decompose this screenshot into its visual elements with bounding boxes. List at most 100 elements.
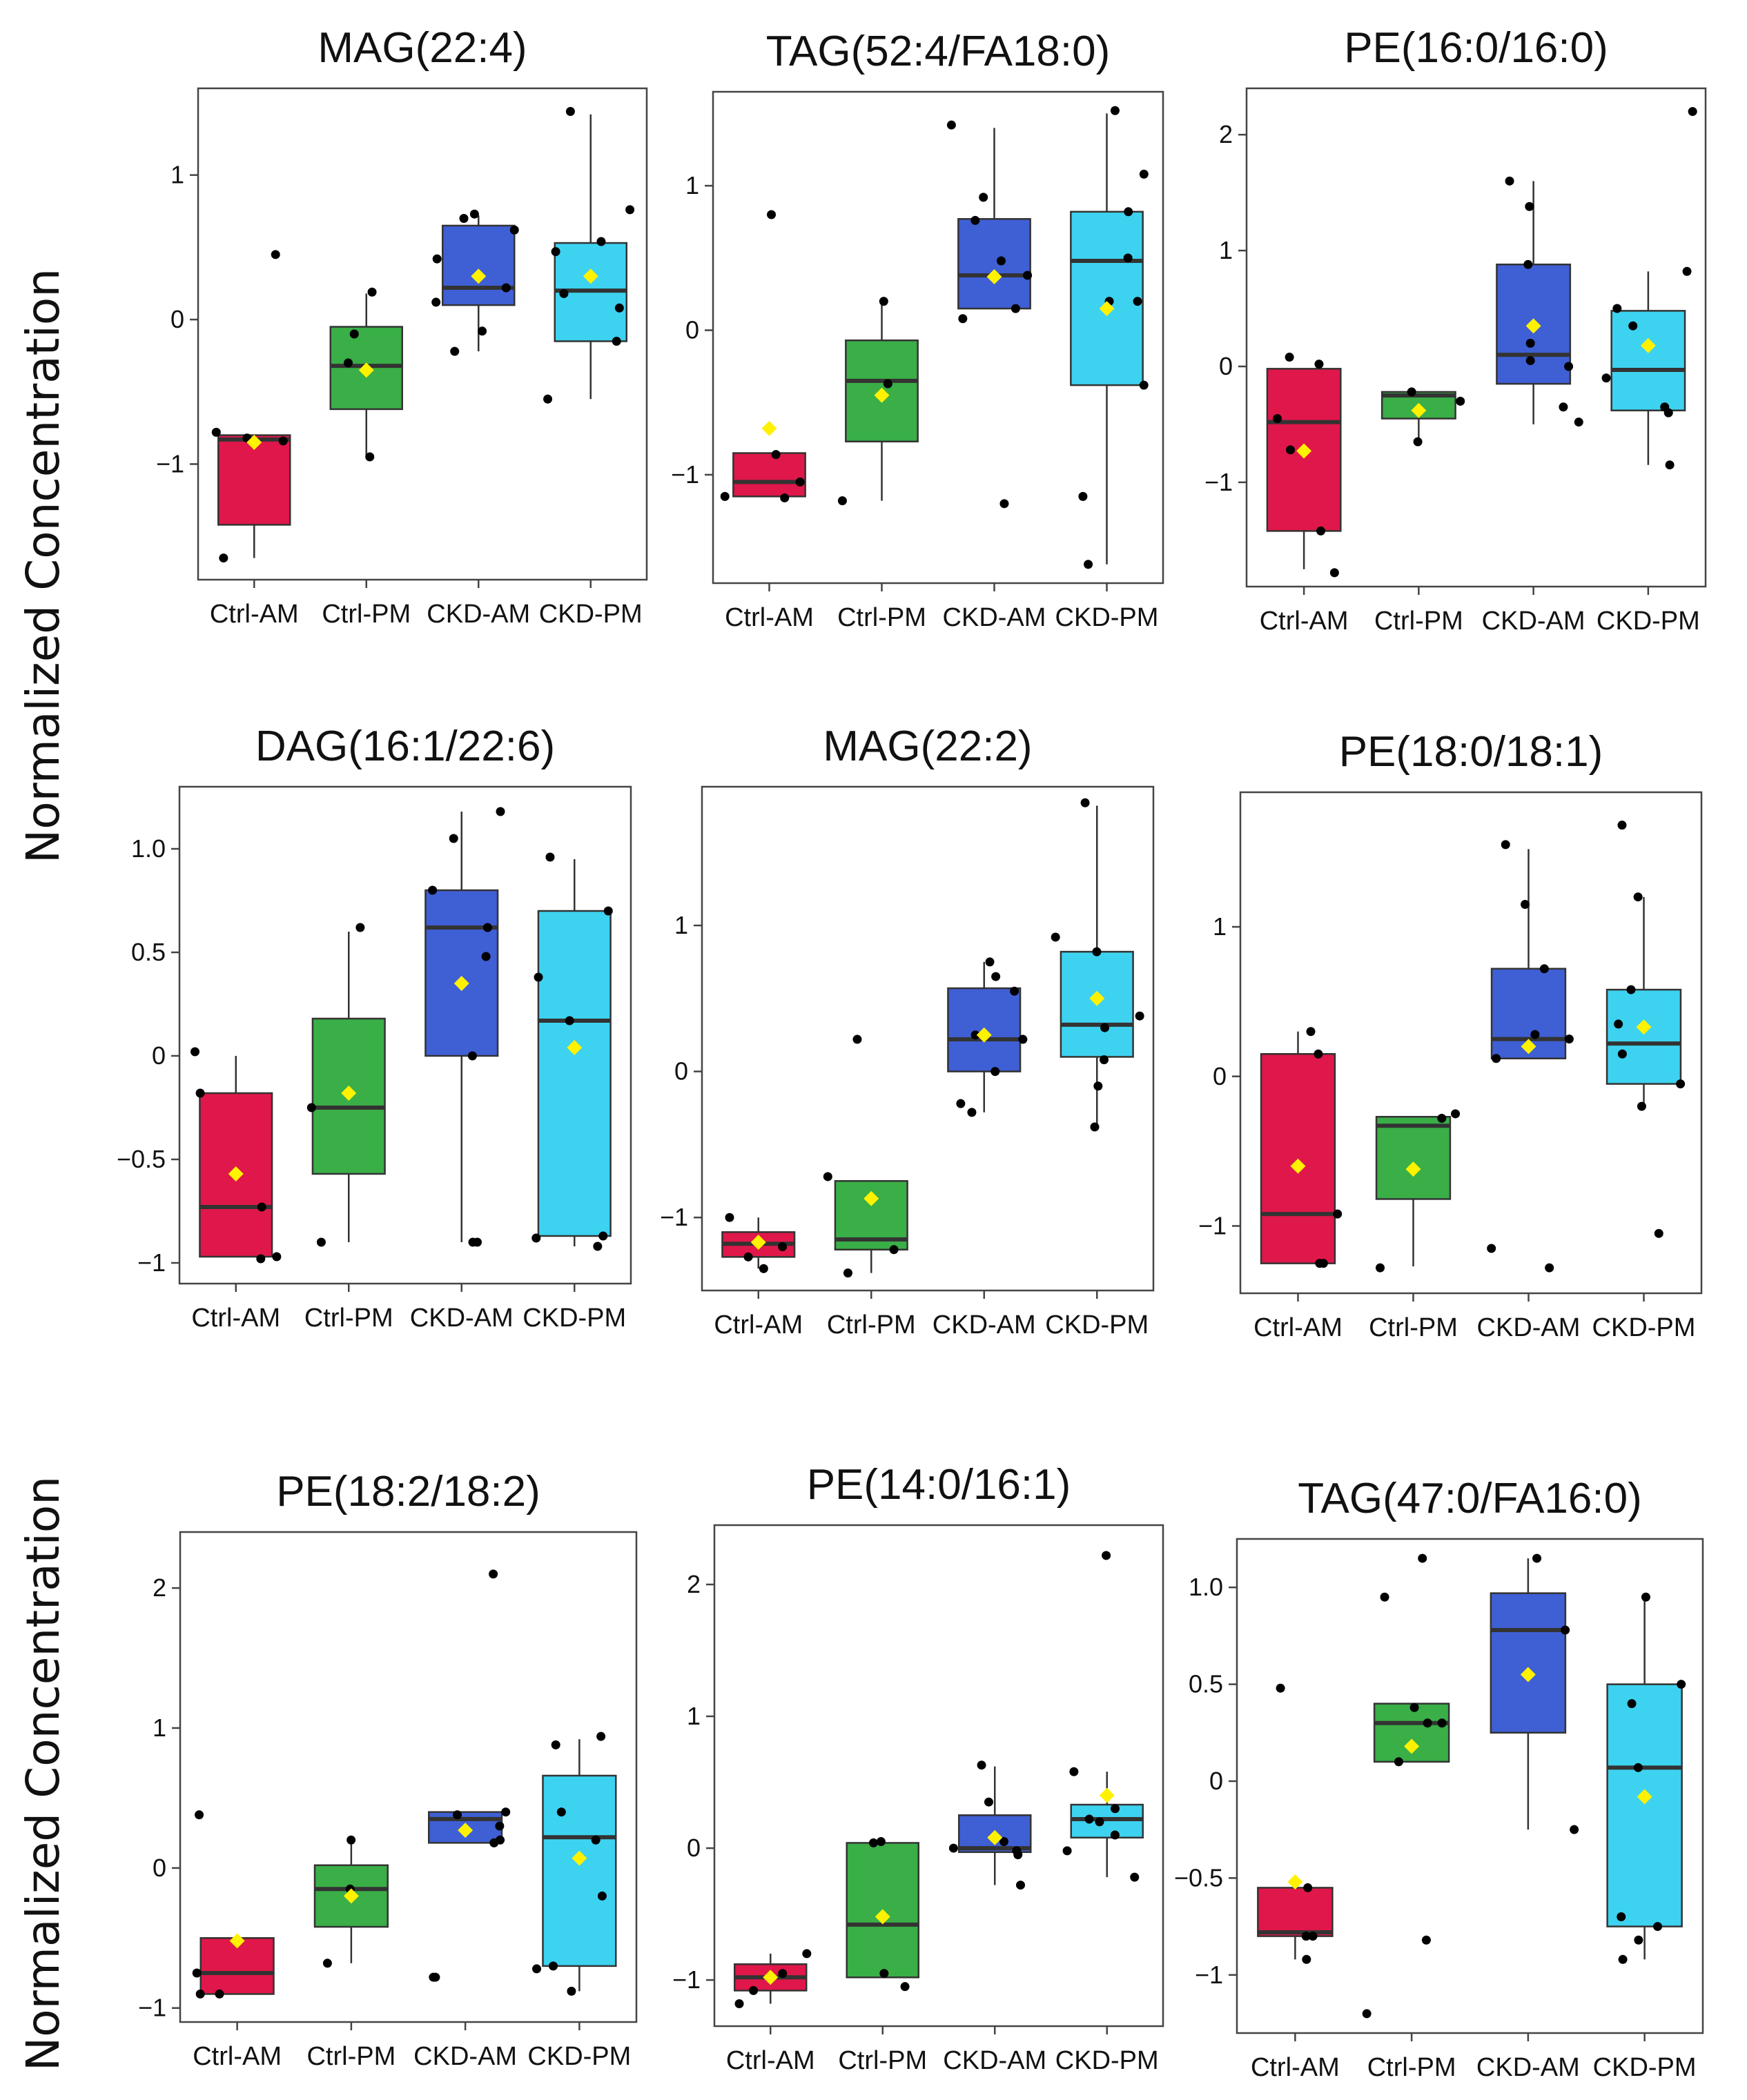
data-point (1612, 304, 1622, 313)
data-point (1302, 1954, 1311, 1964)
x-tick-label: CKD-PM (539, 600, 643, 629)
y-tick-label: −1 (156, 449, 184, 478)
panel-title: DAG(16:1/22:6) (255, 723, 555, 770)
data-point (347, 1835, 356, 1845)
mean-marker (583, 268, 598, 284)
data-point (449, 834, 458, 843)
panel-8: PE(14:0/16:1) 2 1 0 −1 Ctrl-AM Ctrl-PM CKD-AM CK… (672, 1461, 1164, 2075)
data-point (567, 1986, 576, 1996)
data-point (1095, 1817, 1104, 1827)
data-point (1451, 1109, 1461, 1119)
data-point (565, 107, 575, 117)
mean-marker (1099, 301, 1115, 317)
data-point (996, 256, 1006, 266)
x-tick-label: CKD-PM (1593, 2053, 1697, 2082)
data-point (771, 450, 781, 460)
data-point (509, 225, 519, 235)
mean-marker (763, 1970, 779, 1985)
data-point (596, 1731, 606, 1741)
mean-marker (863, 1190, 879, 1206)
data-point (1653, 1922, 1663, 1932)
data-point (1614, 1019, 1623, 1029)
x-tick-label: Ctrl-PM (1369, 1313, 1458, 1342)
y-tick-label: −1 (672, 1965, 701, 1994)
panel-6: PE(18:0/18:1) 1 0 −1 Ctrl-AM Ctrl-PM CKD-AM CKD… (1198, 728, 1703, 1342)
x-tick-label: Ctrl-PM (837, 603, 926, 632)
data-point (979, 193, 988, 202)
mean-marker (358, 362, 374, 378)
box-ckd-pm (542, 1774, 617, 1967)
data-point (967, 1108, 977, 1117)
data-point (759, 1264, 768, 1273)
box-ctrl-am (1257, 1887, 1334, 1937)
x-tick-label: CKD-PM (1597, 607, 1700, 636)
box-ctrl-pm (1375, 1116, 1452, 1200)
data-point (256, 1254, 266, 1264)
x-tick-label: CKD-AM (410, 1304, 514, 1333)
data-point (1437, 1113, 1447, 1123)
x-tick-label: Ctrl-PM (838, 2046, 927, 2075)
data-point (1090, 1122, 1100, 1132)
mean-marker (229, 1933, 245, 1949)
data-point (428, 885, 438, 895)
data-point (211, 427, 221, 437)
data-point (958, 314, 968, 324)
mean-marker (246, 435, 262, 451)
data-point (1521, 900, 1530, 910)
y-tick-label: −0.5 (117, 1145, 166, 1173)
data-point (501, 1807, 511, 1817)
data-point (1016, 1881, 1026, 1890)
data-point (1333, 1209, 1343, 1219)
panel-9: TAG(47:0/FA16:0) 1.0 0.5 0 −0.5 −1 Ctrl-AM Ctrl… (1174, 1475, 1704, 2082)
data-point (543, 394, 553, 404)
data-point (948, 1843, 958, 1853)
data-point (257, 1202, 266, 1212)
mean-marker (567, 1040, 583, 1055)
data-point (1654, 1228, 1663, 1238)
y-tick-label: 0 (170, 305, 184, 333)
data-point (970, 215, 980, 225)
data-point (1637, 1101, 1646, 1111)
data-point (1394, 1757, 1403, 1767)
box-ckd-am (424, 889, 499, 1057)
y-axis-label-top: Normalized Concentration (17, 268, 70, 863)
box-ckd-am (442, 224, 516, 306)
panel-title: PE(14:0/16:1) (807, 1461, 1071, 1509)
data-point (883, 379, 892, 389)
y-tick-label: 0 (687, 1834, 701, 1862)
data-point (1641, 1592, 1650, 1602)
data-point (1011, 304, 1020, 313)
y-tick-label: 0 (1209, 1767, 1223, 1795)
data-point (534, 972, 543, 982)
data-point (551, 1740, 560, 1749)
data-point (1303, 1883, 1313, 1892)
data-point (551, 247, 560, 257)
y-tick-label: 1.0 (131, 834, 166, 863)
data-point (1139, 169, 1149, 179)
y-tick-label: 2 (153, 1573, 166, 1602)
data-point (531, 1233, 541, 1243)
x-tick-label: Ctrl-AM (1251, 2053, 1340, 2082)
data-point (431, 297, 441, 307)
mean-marker (1521, 1039, 1536, 1054)
y-tick-label: 0 (1219, 352, 1233, 380)
mean-marker (1404, 1738, 1420, 1754)
data-point (1487, 1244, 1496, 1253)
data-point (720, 491, 730, 501)
y-tick-label: 0.5 (1189, 1670, 1223, 1698)
x-tick-label: Ctrl-AM (1253, 1313, 1343, 1342)
data-point (469, 209, 479, 219)
data-point (876, 1837, 886, 1847)
data-point (545, 852, 555, 862)
x-tick-label: Ctrl-PM (304, 1304, 393, 1333)
y-tick-label: 0 (674, 1057, 688, 1086)
data-point (1273, 414, 1282, 424)
x-tick-label: Ctrl-PM (1367, 2053, 1456, 2082)
data-point (1617, 1912, 1626, 1922)
x-tick-label: CKD-AM (1482, 607, 1585, 636)
x-tick-label: CKD-PM (1055, 603, 1159, 632)
data-point (597, 1891, 607, 1901)
panel-title: PE(16:0/16:0) (1344, 24, 1608, 72)
mean-marker (986, 269, 1002, 285)
